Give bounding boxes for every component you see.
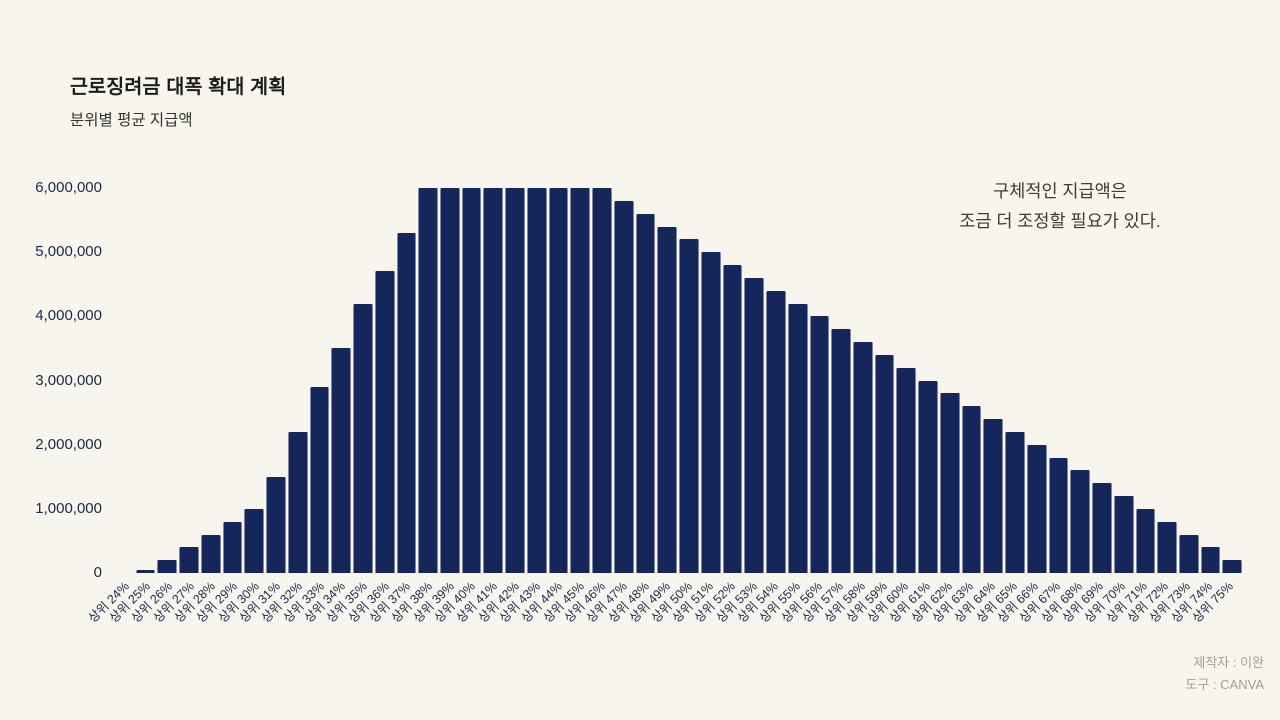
bar-상위-47% [613,200,634,573]
bar-상위-64% [983,419,1004,573]
bar-상위-48% [635,213,656,573]
y-tick-label-2,000,000: 2,000,000 [35,435,102,453]
y-tick-label-0: 0 [93,564,102,581]
bar-상위-49% [657,226,678,573]
bar-상위-61% [918,380,938,573]
bar-상위-45% [570,188,591,573]
bar-상위-53% [744,277,765,573]
credit-author: 제작자 : 이완 [1193,655,1264,670]
bar-상위-54% [766,290,786,573]
bar-상위-42% [505,188,525,573]
bar-상위-29% [222,521,243,573]
bar-상위-26% [157,560,178,573]
bar-상위-35% [353,303,373,573]
bar-상위-75% [1222,560,1243,573]
y-tick-label-5,000,000: 5,000,000 [35,243,102,261]
bar-상위-59% [874,354,895,573]
bar-상위-30% [244,508,265,573]
bar-상위-63% [961,406,982,573]
bar-상위-27% [179,547,199,573]
bar-상위-60% [896,367,917,573]
bar-상위-38% [418,188,439,573]
bar-상위-55% [787,303,808,573]
bar-상위-62% [939,393,960,573]
bar-상위-72% [1157,521,1177,573]
bar-상위-44% [548,188,569,573]
bar-상위-25% [135,569,156,573]
bar-상위-32% [287,431,308,573]
bar-상위-28% [200,534,221,573]
bar-상위-73% [1178,534,1199,573]
bar-상위-57% [831,329,851,573]
bar-상위-70% [1113,496,1134,573]
bar-상위-41% [483,188,504,573]
bar-상위-43% [526,188,547,573]
bar-상위-39% [440,188,460,573]
bar-상위-36% [374,271,395,573]
credit-tool: 도구 : CANVA [1185,677,1264,692]
bar-상위-67% [1048,457,1069,573]
y-tick-label-6,000,000: 6,000,000 [35,179,102,196]
bar-상위-37% [396,232,417,573]
annotation-line-1: 구체적인 지급액은 [993,181,1127,201]
bar-상위-58% [852,342,873,573]
y-axis: 0 1,000,000 2,000,000 3,000,000 4,000,000 5,0… [20,0,102,720]
bar-상위-74% [1200,547,1221,573]
y-tick-label-3,000,000: 3,000,000 [35,371,102,389]
bar-상위-31% [266,476,286,573]
bar-상위-46% [592,188,612,573]
credits: 제작자 : 이완 도구 : CANVA [1185,652,1264,696]
bar-상위-69% [1092,483,1112,573]
bar-상위-40% [461,188,482,573]
bar-상위-65% [1005,431,1025,573]
bar-상위-66% [1026,444,1047,573]
bar-상위-51% [700,252,721,573]
annotation: 구체적인 지급액은 조금 더 조정할 필요가 있다. [950,176,1170,236]
y-tick-label-1,000,000: 1,000,000 [35,499,102,517]
bar-상위-50% [679,239,699,573]
bars-area [116,188,1243,573]
bar-상위-68% [1070,470,1091,573]
bar-상위-56% [809,316,830,573]
chart-subtitle: 분위별 평균 지급액 [70,112,193,129]
chart-title: 근로징려금 대폭 확대 계획 [70,76,287,98]
bar-상위-33% [309,386,330,573]
bar-상위-71% [1135,508,1156,573]
bar-상위-34% [331,348,352,573]
bar-상위-52% [722,265,743,573]
x-axis: 상위 24% 상위 25% 상위 26% 상위 27% 상위 28% 상위 29% 상위 3… [85,573,1242,653]
chart-header: 근로징려금 대폭 확대 계획 분위별 평균 지급액 [70,70,286,130]
y-tick-label-4,000,000: 4,000,000 [35,307,102,325]
annotation-line-2: 조금 더 조정할 필요가 있다. [959,211,1161,231]
